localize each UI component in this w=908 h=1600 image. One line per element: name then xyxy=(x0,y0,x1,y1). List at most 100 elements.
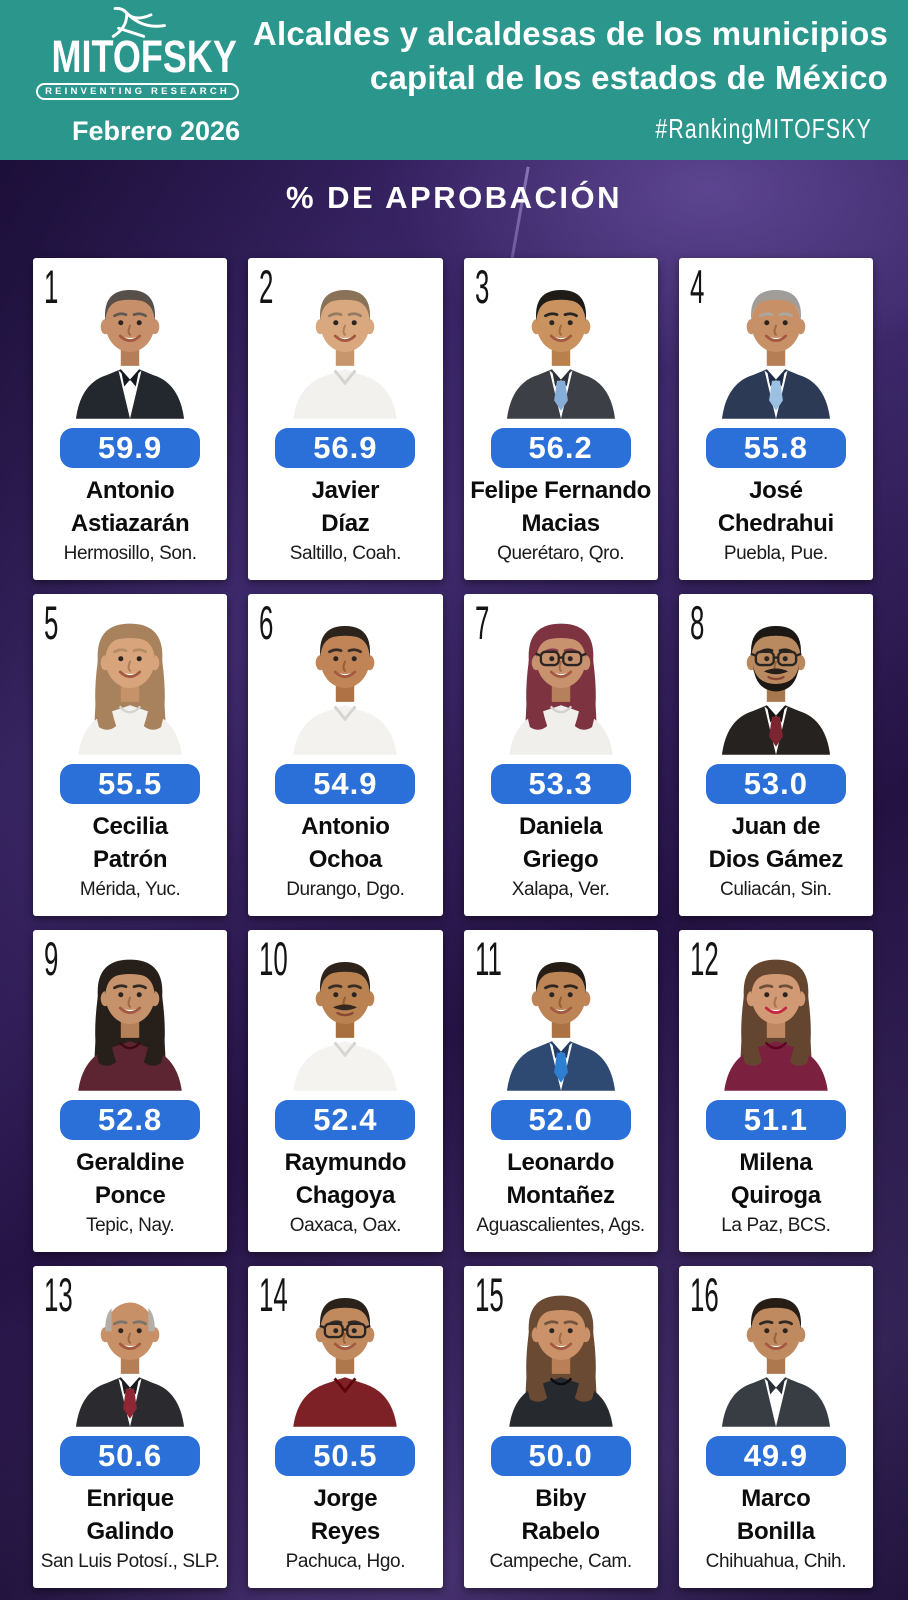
mayor-name-line1: Antonio xyxy=(301,813,390,840)
mayor-name: Antonio Astiazarán xyxy=(33,475,227,540)
mayor-photo xyxy=(679,605,873,755)
city-label: San Luis Potosí., SLP. xyxy=(40,1551,220,1573)
approval-score-badge: 50.5 xyxy=(275,1436,416,1476)
mayor-name-line2: Chagoya xyxy=(295,1181,396,1209)
mayor-name-line2: Griego xyxy=(522,845,599,873)
mayor-name: Raymundo Chagoya xyxy=(248,1147,442,1212)
city-label: La Paz, BCS. xyxy=(721,1215,831,1237)
rank-number: 13 xyxy=(44,1268,73,1321)
city-label: Pachuca, Hgo. xyxy=(285,1551,406,1573)
approval-score-badge: 50.6 xyxy=(60,1436,201,1476)
mayor-photo xyxy=(33,1277,227,1427)
city-label: Campeche, Cam. xyxy=(489,1551,633,1573)
ranking-card: 15 50.0 Biby Rabelo Campeche, Cam. xyxy=(463,1266,658,1588)
city-label: Chihuahua, Chih. xyxy=(705,1551,847,1573)
city-label: Durango, Dgo. xyxy=(286,879,405,901)
mayor-name-line1: Felipe Fernando xyxy=(470,477,652,504)
mayor-photo xyxy=(464,941,658,1091)
mayor-name-line2: Montañez xyxy=(506,1181,615,1209)
mayor-name: Daniela Griego xyxy=(464,811,658,876)
hashtag-label: #RankingMITOFSKY xyxy=(655,113,872,144)
rank-number: 15 xyxy=(474,1268,504,1321)
mayor-photo xyxy=(248,605,442,755)
mayor-name-line1: Biby xyxy=(535,1485,587,1512)
ranking-card: 6 54.9 Antonio Ochoa Durango, Dgo. xyxy=(248,594,443,916)
approval-score-badge: 55.8 xyxy=(705,428,846,468)
ranking-card: 12 51.1 Milena Quiroga La Paz, BCS. xyxy=(678,930,873,1252)
city-label: Oaxaca, Oax. xyxy=(289,1215,402,1237)
logo-tagline: REINVENTING RESEARCH xyxy=(36,82,239,100)
approval-score-badge: 50.0 xyxy=(490,1436,631,1476)
mayor-name: Juan de Dios Gámez xyxy=(679,811,873,876)
rank-number: 8 xyxy=(689,596,705,649)
mayor-name-line1: Antonio xyxy=(85,477,175,504)
rank-number: 1 xyxy=(44,260,59,313)
approval-score-badge: 49.9 xyxy=(705,1436,846,1476)
mayor-name-line2: Macias xyxy=(521,509,600,537)
mayor-photo xyxy=(248,1277,442,1427)
mayor-name-line1: Enrique xyxy=(86,1485,175,1512)
approval-score-badge: 53.3 xyxy=(490,764,631,804)
survey-date: Febrero 2026 xyxy=(72,116,241,146)
ranking-card: 16 49.9 Marco Bonilla Chihuahua, Chih. xyxy=(678,1266,873,1588)
mayor-photo xyxy=(679,1277,873,1427)
mayor-name-line1: Milena xyxy=(739,1149,813,1176)
mayor-name-line1: Javier xyxy=(311,477,380,504)
mayor-name-line2: Bonilla xyxy=(736,1517,815,1545)
mayor-name-line2: Astiazarán xyxy=(70,509,190,537)
mayor-photo xyxy=(464,269,658,419)
approval-score-badge: 51.1 xyxy=(705,1100,846,1140)
mayor-name: Leonardo Montañez xyxy=(464,1147,658,1212)
mayor-name: Enrique Galindo xyxy=(33,1483,227,1548)
mayor-photo xyxy=(248,269,442,419)
logo-wordmark: MITOFSKY xyxy=(51,31,237,82)
ranking-card: 9 52.8 Geraldine Ponce Tepic, Nay. xyxy=(33,930,228,1252)
ranking-card: 13 50.6 Enrique Galindo San Luis Potosí.… xyxy=(33,1266,228,1588)
rank-number: 10 xyxy=(259,932,289,985)
city-label: Puebla, Pue. xyxy=(723,543,828,565)
mayor-name: José Chedrahui xyxy=(679,475,873,540)
section-title: % DE APROBACIÓN xyxy=(285,180,623,215)
mayor-name-line1: José xyxy=(749,477,803,504)
mayor-photo xyxy=(33,941,227,1091)
mayor-photo xyxy=(679,941,873,1091)
ranking-card: 7 53.3 Daniela Griego Xalapa, Ver. xyxy=(463,594,658,916)
city-label: Tepic, Nay. xyxy=(86,1215,175,1237)
mayor-name-line2: Galindo xyxy=(86,1517,175,1545)
ranking-card: 1 59.9 Antonio Astiazarán Hermosillo, So… xyxy=(33,258,228,580)
ranking-card: 4 55.8 José Chedrahui Puebla, Pue. xyxy=(678,258,873,580)
rank-number: 9 xyxy=(44,932,59,985)
mayor-name-line1: Cecilia xyxy=(92,813,168,840)
city-label: Xalapa, Ver. xyxy=(511,879,610,901)
header-bar: MITOFSKY REINVENTING RESEARCH Alcaldes y… xyxy=(0,0,908,160)
ranking-card: 14 50.5 Jorge Reyes Pachuca, Hgo. xyxy=(248,1266,443,1588)
ranking-card: 2 56.9 Javier Díaz Saltillo, Coah. xyxy=(248,258,443,580)
rank-number: 7 xyxy=(474,596,489,649)
mayor-name-line1: Juan de xyxy=(731,813,821,840)
ranking-card: 3 56.2 Felipe Fernando Macias Querétaro,… xyxy=(463,258,658,580)
ranking-grid: 1 59.9 Antonio Astiazarán Hermosillo, So… xyxy=(33,258,873,1588)
ranking-card: 11 52.0 Leonardo Montañez Aguascalientes… xyxy=(463,930,658,1252)
city-label: Culiacán, Sin. xyxy=(720,879,832,901)
rank-number: 4 xyxy=(689,260,705,313)
mayor-name-line1: Marco xyxy=(741,1485,811,1512)
mayor-photo xyxy=(679,269,873,419)
mayor-photo xyxy=(248,941,442,1091)
mayor-name-line1: Leonardo xyxy=(507,1149,615,1176)
mayor-name-line1: Geraldine xyxy=(76,1149,185,1176)
approval-score-badge: 52.8 xyxy=(60,1100,201,1140)
mayor-name-line2: Díaz xyxy=(321,509,370,537)
mayor-name-line1: Raymundo xyxy=(284,1149,407,1176)
page-title: Alcaldes y alcaldesas de los municipios … xyxy=(228,12,888,100)
mitofsky-bird-icon xyxy=(111,6,166,38)
city-label: Hermosillo, Son. xyxy=(63,543,197,565)
rank-number: 3 xyxy=(474,260,489,313)
city-label: Mérida, Yuc. xyxy=(79,879,181,901)
rank-number: 14 xyxy=(259,1268,289,1321)
rank-number: 16 xyxy=(689,1268,719,1321)
mayor-name-line1: Daniela xyxy=(518,813,603,840)
mayor-name: Felipe Fernando Macias xyxy=(464,475,658,540)
mayor-name: Marco Bonilla xyxy=(679,1483,873,1548)
mayor-photo xyxy=(464,1277,658,1427)
mayor-photo xyxy=(33,605,227,755)
